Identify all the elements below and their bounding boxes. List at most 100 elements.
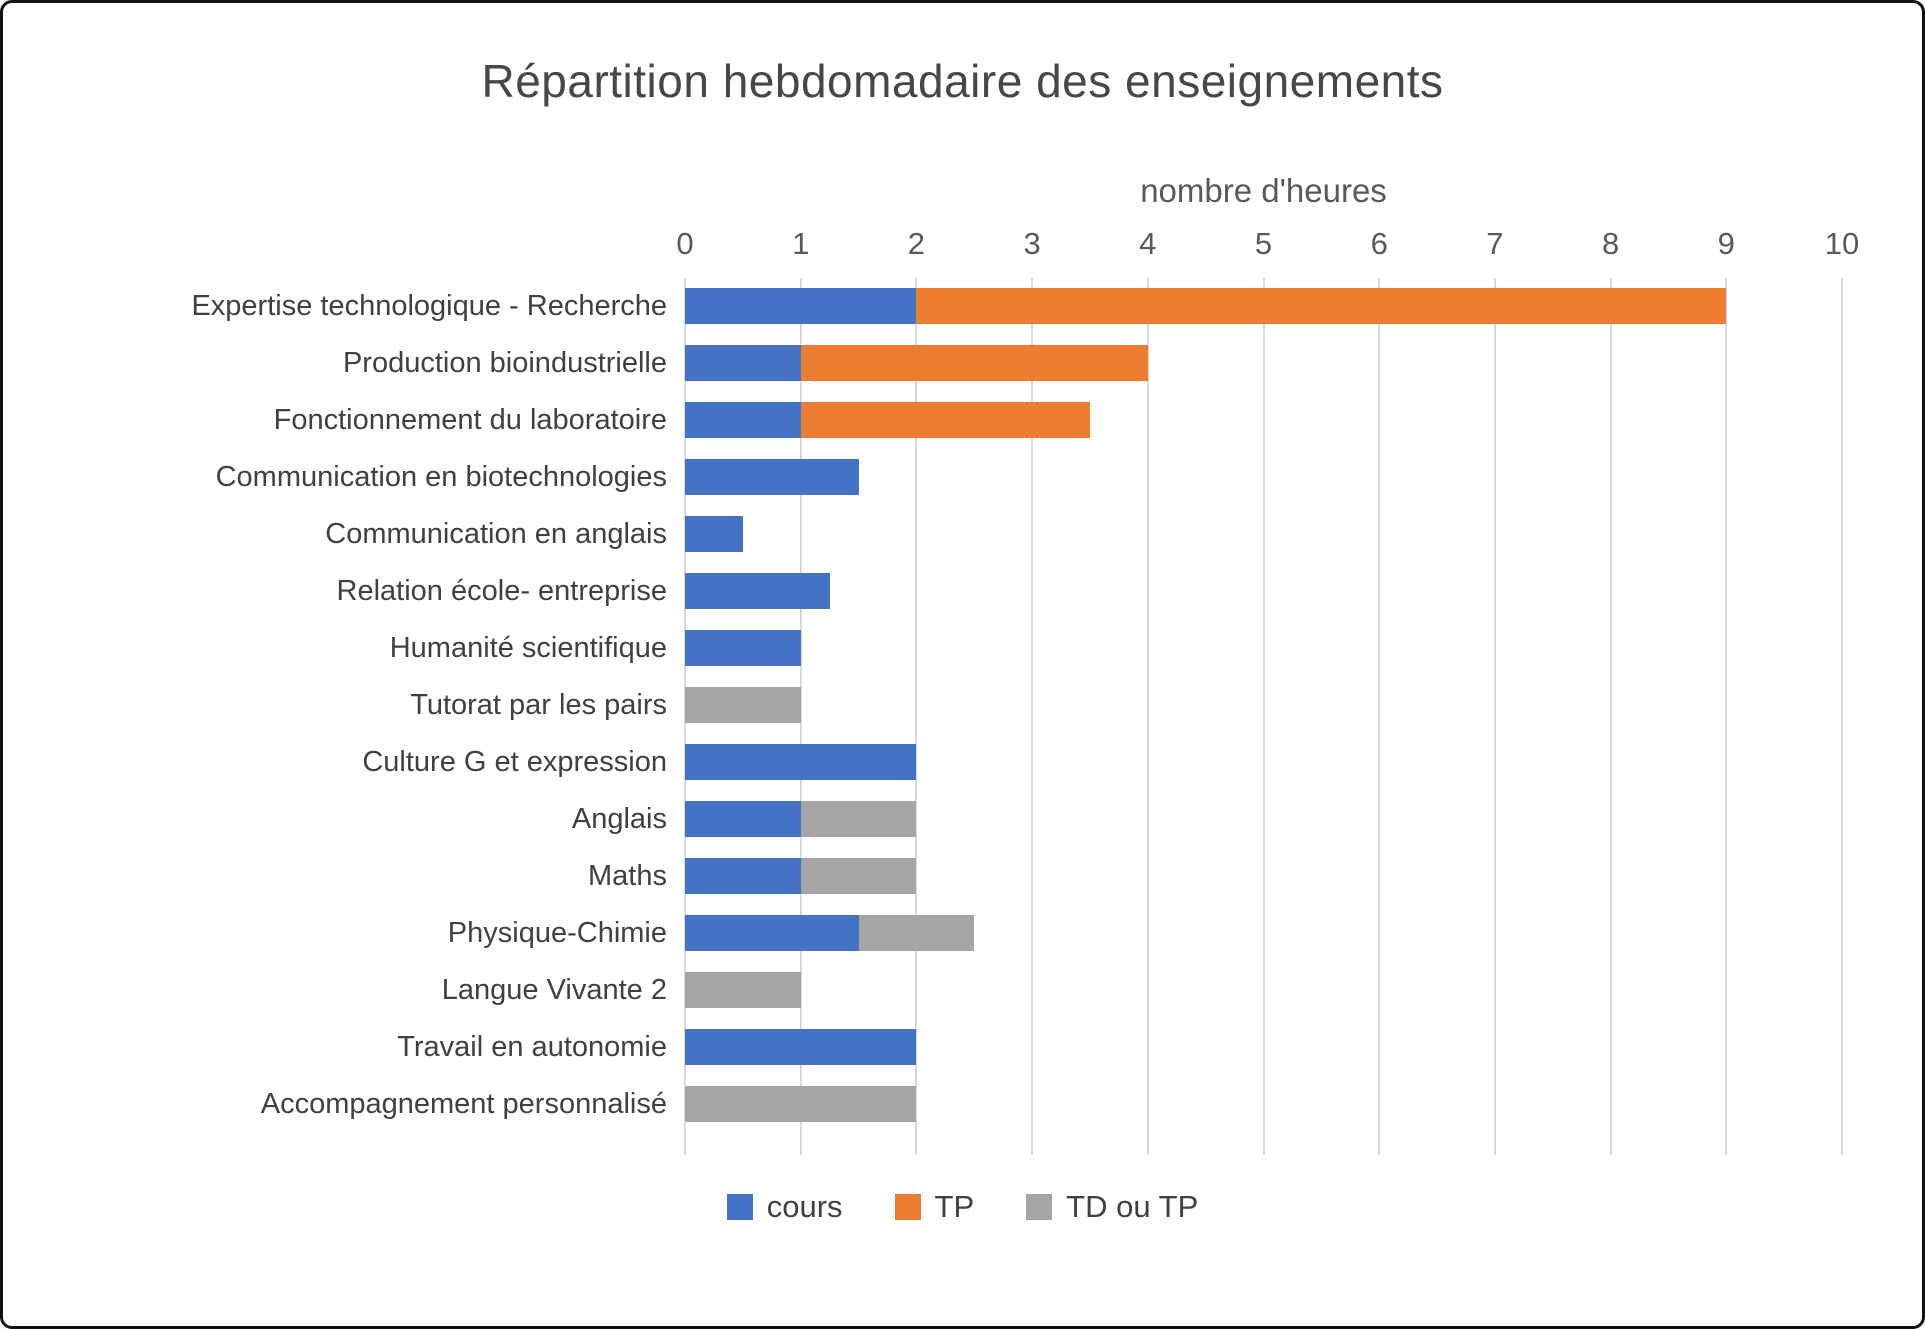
bar-segment-cours xyxy=(685,744,917,781)
bar-track xyxy=(685,459,1842,496)
category-label: Anglais xyxy=(571,802,667,835)
x-tick-label: 8 xyxy=(1601,225,1620,261)
gridline xyxy=(915,277,918,1155)
category-label: Tutorat par les pairs xyxy=(410,688,667,721)
bar-segment-cours xyxy=(685,459,859,496)
x-tick-label: 9 xyxy=(1717,225,1735,261)
bar-segment-cours xyxy=(685,516,743,553)
x-tick-label: 10 xyxy=(1824,225,1860,261)
x-tick-label: 1 xyxy=(792,225,810,261)
bar-track xyxy=(685,915,1842,952)
gridline xyxy=(1493,277,1496,1155)
bar-segment-td-ou-tp xyxy=(858,915,975,952)
gridline xyxy=(1609,277,1612,1155)
chart-title: Répartition hebdomadaire des enseignemen… xyxy=(481,55,1444,107)
bar-track xyxy=(685,687,1842,724)
category-label: Culture G et expression xyxy=(362,745,667,778)
bar-segment-cours xyxy=(685,858,801,895)
bar-track xyxy=(685,345,1842,382)
gridline xyxy=(1725,277,1728,1155)
chart-row: Production bioindustrielle xyxy=(3,335,1922,392)
category-label: Langue Vivante 2 xyxy=(441,973,667,1006)
bar-track xyxy=(685,516,1842,553)
bar-segment-cours xyxy=(685,915,859,952)
chart-row: Physique-Chimie xyxy=(3,905,1922,962)
chart-row: Culture G et expression xyxy=(3,734,1922,791)
chart-row: Communication en biotechnologies xyxy=(3,449,1922,506)
chart-row: Tutorat par les pairs xyxy=(3,677,1922,734)
chart-row: Expertise technologique - Recherche xyxy=(3,278,1922,335)
x-tick-label: 4 xyxy=(1139,225,1157,261)
category-label: Fonctionnement du laboratoire xyxy=(273,403,667,436)
bar-track xyxy=(685,858,1842,895)
bar-segment-tp xyxy=(800,345,1148,382)
legend-swatch-icon xyxy=(726,1193,753,1220)
x-axis-ticks: 0 1 2 3 4 5 6 7 8 9 10 xyxy=(676,225,1859,268)
bar-track xyxy=(685,1086,1842,1123)
bar-segment-cours xyxy=(685,288,917,325)
legend-item-cours: cours xyxy=(726,1188,843,1225)
bar-segment-td-ou-tp xyxy=(685,1086,917,1123)
chart-row: Travail en autonomie xyxy=(3,1019,1922,1076)
bar-segment-tp xyxy=(916,288,1727,325)
gridline xyxy=(1378,277,1381,1155)
chart-row: Langue Vivante 2 xyxy=(3,962,1922,1019)
gridline xyxy=(1031,277,1034,1155)
chart-row: Maths xyxy=(3,848,1922,905)
bar-segment-tp xyxy=(800,402,1090,439)
bar-segment-cours xyxy=(685,345,801,382)
legend-label: TD ou TP xyxy=(1066,1188,1199,1224)
chart-row: Humanité scientifique xyxy=(3,620,1922,677)
bar-segment-td-ou-tp xyxy=(800,858,917,895)
x-tick-label: 3 xyxy=(1023,225,1041,261)
category-label: Communication en anglais xyxy=(325,517,667,550)
legend-label: TP xyxy=(934,1188,975,1224)
plot-rows: Expertise technologique - Recherche Produ… xyxy=(3,278,1922,1133)
chart-row: Relation école- entreprise xyxy=(3,563,1922,620)
bar-segment-td-ou-tp xyxy=(800,801,917,838)
bar-segment-td-ou-tp xyxy=(685,972,801,1009)
category-label: Humanité scientifique xyxy=(389,631,667,664)
chart-row: Accompagnement personnalisé xyxy=(3,1076,1922,1133)
legend-swatch-icon xyxy=(1026,1193,1053,1220)
category-label: Expertise technologique - Recherche xyxy=(191,289,667,322)
x-axis-title: nombre d'heures xyxy=(1140,171,1387,209)
bar-segment-cours xyxy=(685,573,830,610)
bar-track xyxy=(685,972,1842,1009)
chart-row: Fonctionnement du laboratoire xyxy=(3,392,1922,449)
gridline xyxy=(1841,277,1843,1155)
plot-area: Expertise technologique - Recherche Produ… xyxy=(3,277,1922,1155)
gridline xyxy=(1146,277,1149,1155)
x-tick-label: 7 xyxy=(1486,225,1504,261)
bar-track xyxy=(685,573,1842,610)
category-label: Maths xyxy=(588,859,667,892)
legend-label: cours xyxy=(766,1188,843,1224)
bar-track xyxy=(685,1029,1842,1066)
x-tick-label: 2 xyxy=(907,225,926,261)
bar-segment-cours xyxy=(685,1029,917,1066)
gridline xyxy=(799,277,802,1155)
bar-track xyxy=(685,744,1842,781)
chart-row: Communication en anglais xyxy=(3,506,1922,563)
legend: cours TP TD ou TP xyxy=(3,1189,1922,1225)
bar-track xyxy=(685,630,1842,667)
category-label: Travail en autonomie xyxy=(397,1030,667,1063)
category-label: Relation école- entreprise xyxy=(336,574,667,607)
bar-segment-cours xyxy=(685,801,801,838)
category-label: Production bioindustrielle xyxy=(342,346,667,379)
bar-segment-cours xyxy=(685,630,801,667)
legend-swatch-icon xyxy=(894,1193,921,1220)
legend-item-td-ou-tp: TD ou TP xyxy=(1026,1189,1198,1225)
gridline xyxy=(1262,277,1265,1155)
x-tick-label: 6 xyxy=(1370,225,1388,261)
chart-row: Anglais xyxy=(3,791,1922,848)
legend-item-tp: TP xyxy=(894,1188,975,1225)
bar-track xyxy=(685,402,1842,439)
bar-track xyxy=(685,801,1842,838)
category-label: Communication en biotechnologies xyxy=(215,460,667,493)
category-label: Physique-Chimie xyxy=(447,916,667,949)
bar-segment-td-ou-tp xyxy=(685,687,801,724)
bar-segment-cours xyxy=(685,402,801,439)
category-label: Accompagnement personnalisé xyxy=(260,1087,667,1120)
